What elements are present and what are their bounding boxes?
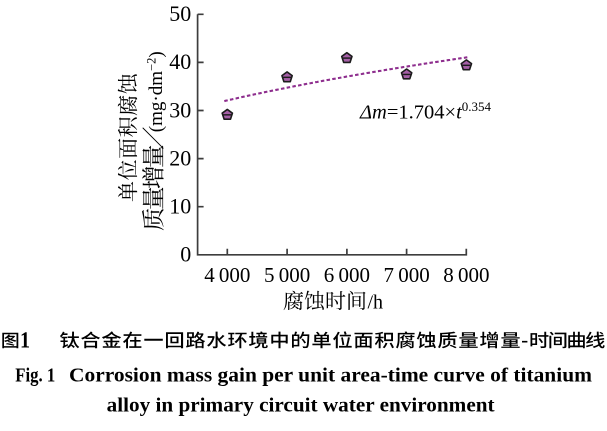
svg-text:6 000: 6 000 xyxy=(324,263,370,287)
svg-text:50: 50 xyxy=(169,1,191,26)
svg-text:8 000: 8 000 xyxy=(443,263,489,287)
svg-text:4 000: 4 000 xyxy=(204,263,250,287)
svg-text:10: 10 xyxy=(169,194,191,219)
svg-text:5 000: 5 000 xyxy=(264,263,310,287)
svg-text:20: 20 xyxy=(169,145,191,170)
svg-text:30: 30 xyxy=(169,97,191,122)
svg-text:Fig. 1: Fig. 1 xyxy=(15,366,55,387)
svg-text:40: 40 xyxy=(169,49,191,74)
svg-text:7 000: 7 000 xyxy=(383,263,429,287)
svg-text:alloy in primary circuit water: alloy in primary circuit water environme… xyxy=(107,396,496,417)
svg-text:0: 0 xyxy=(180,242,191,267)
svg-text:(mg·dm−2): (mg·dm−2) xyxy=(144,51,167,132)
svg-text:Corrosion mass gain per unit a: Corrosion mass gain per unit area-time c… xyxy=(69,366,592,387)
svg-text:/h: /h xyxy=(368,291,384,313)
svg-text:Δm=1.704×t0.354: Δm=1.704×t0.354 xyxy=(359,99,492,123)
